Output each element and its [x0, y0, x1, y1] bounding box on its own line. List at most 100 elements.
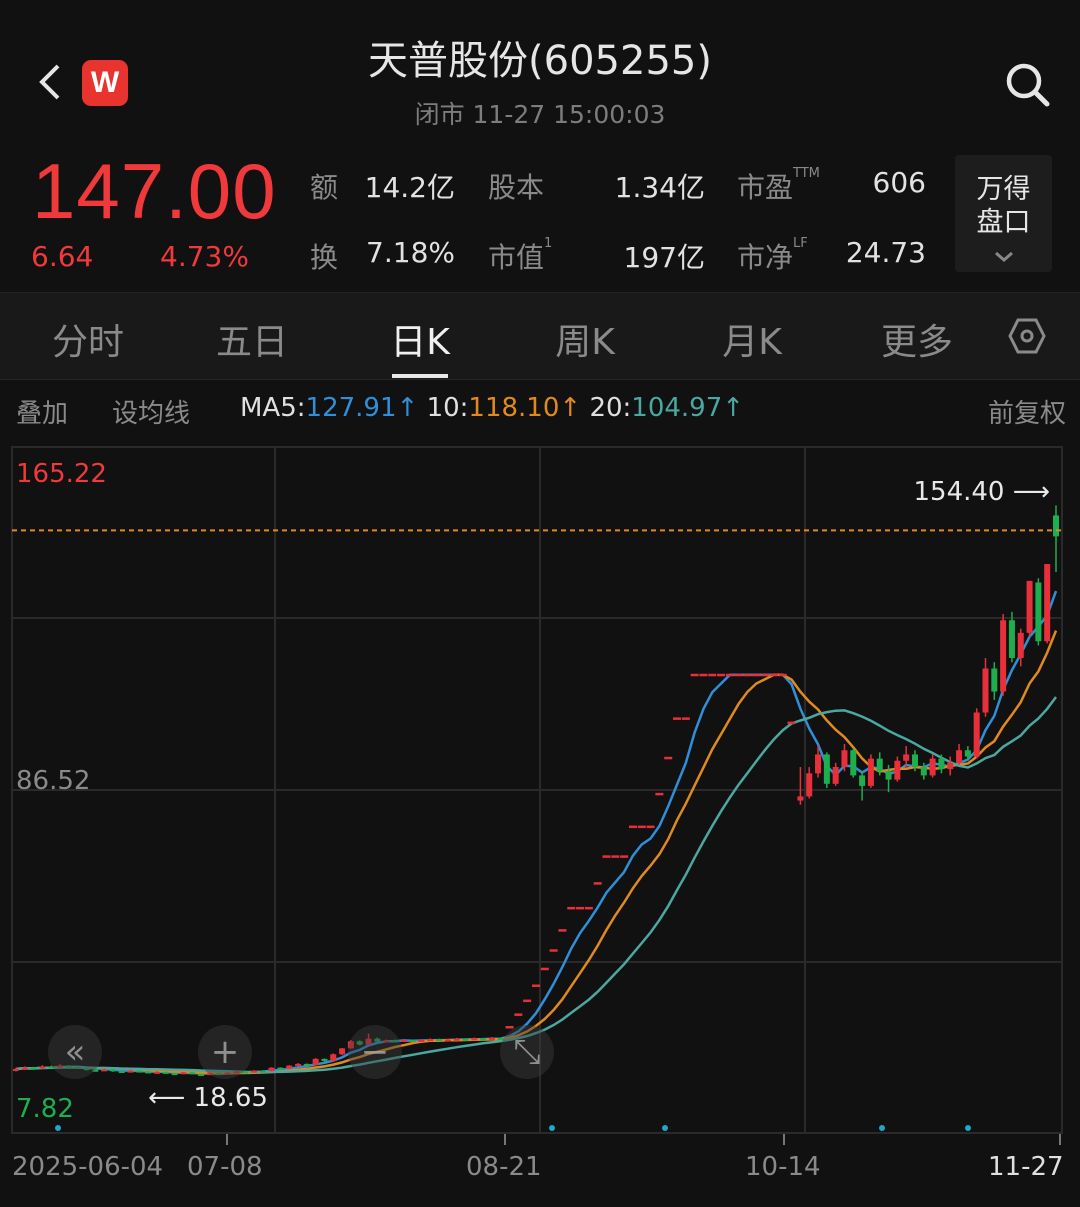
stat-label-sup: LF — [793, 236, 808, 251]
tab-five-day[interactable]: 五日 — [215, 322, 289, 363]
zoom-in-button[interactable]: + — [198, 1025, 252, 1079]
fullscreen-button[interactable]: ⤡ — [500, 1025, 554, 1079]
candle-body — [48, 1066, 55, 1069]
candle-body — [74, 1066, 81, 1069]
tab-intraday[interactable]: 分时 — [51, 322, 125, 363]
candle-body — [453, 1038, 460, 1041]
candle-body — [797, 796, 804, 801]
candle-body — [171, 1073, 178, 1076]
candle-body — [514, 1013, 523, 1016]
chart-controls: « + − ⤡ — [48, 1025, 554, 1079]
stat-label-text: 股本 — [488, 171, 545, 204]
candle-body — [383, 1040, 390, 1043]
candle-body — [497, 1037, 504, 1040]
adjust-mode-button[interactable]: 前复权 — [988, 399, 1067, 429]
search-icon[interactable] — [1003, 60, 1051, 108]
set-ma-button[interactable]: 设均线 — [112, 399, 191, 429]
candle-body — [206, 1073, 213, 1076]
candle-body — [752, 673, 761, 677]
ma20-line — [15, 696, 1058, 1074]
candle-body — [806, 773, 813, 797]
candle-body — [832, 767, 839, 784]
candle-body — [427, 1039, 434, 1042]
candle-body — [628, 825, 637, 829]
stat-value: 606 — [872, 166, 926, 199]
candle-body — [233, 1071, 240, 1074]
scroll-left-icon: « — [65, 1032, 86, 1072]
event-marker — [549, 1125, 555, 1131]
candle-body — [973, 712, 980, 757]
ma5-value: 127.91↑ — [305, 393, 419, 423]
candle-body — [409, 1039, 416, 1042]
y-max-label: 165.22 — [16, 459, 107, 489]
candle-body — [480, 1038, 487, 1041]
stat-label: 市值1 — [488, 236, 552, 276]
current-price: 147.00 — [32, 147, 277, 235]
stat-value: 1.34亿 — [614, 171, 705, 204]
stat-label: 市盈TTM — [737, 166, 820, 206]
candle-body — [593, 882, 602, 885]
candle-body — [778, 673, 787, 677]
candle-body — [699, 673, 708, 677]
candle-body — [867, 758, 874, 786]
settings-icon[interactable] — [1008, 317, 1046, 355]
candle-body — [523, 999, 532, 1003]
candle-body — [540, 967, 549, 971]
candle-body — [690, 673, 699, 677]
candle-body — [911, 754, 918, 768]
candle-body — [365, 1038, 372, 1045]
candle-body — [611, 855, 620, 858]
zoom-out-button[interactable]: − — [348, 1025, 402, 1079]
candle-body — [339, 1048, 346, 1055]
tab-monthly-k[interactable]: 月K — [722, 322, 782, 363]
candle-body — [436, 1039, 443, 1042]
tab-more[interactable]: 更多 — [880, 322, 954, 363]
candle-body — [321, 1058, 328, 1061]
stat-value: 14.2亿 — [364, 171, 455, 204]
candle-body — [154, 1071, 161, 1074]
candle-body — [708, 673, 717, 677]
candle-body — [991, 668, 998, 692]
candle-body — [268, 1067, 275, 1072]
wind-orderbook-button[interactable]: 万得 盘口 — [955, 155, 1052, 272]
wind-logo: W — [82, 60, 128, 106]
candle-body — [250, 1070, 257, 1073]
candle-body — [549, 949, 558, 952]
candle-body — [215, 1073, 222, 1076]
tab-daily-k[interactable]: 日K — [390, 322, 450, 363]
candle-body — [725, 673, 734, 677]
candle-body — [558, 929, 567, 932]
y-min-label: 7.82 — [16, 1094, 74, 1124]
candle-body — [118, 1071, 125, 1074]
candle-body — [444, 1039, 451, 1042]
scroll-left-button[interactable]: « — [48, 1025, 102, 1079]
candle-body — [681, 717, 690, 720]
wind-button-line2: 盘口 — [976, 207, 1031, 238]
stat-label: 股本 — [488, 166, 544, 206]
price-change-pct: 4.73% — [160, 240, 249, 273]
candle-body — [850, 750, 857, 776]
candle-body — [277, 1067, 284, 1070]
candle-body — [787, 721, 796, 725]
chart-labels: 165.22 86.52 7.82 154.40 ⟶ ⟵ 18.65 — [12, 459, 1062, 1124]
wind-button-line1: 万得 — [976, 174, 1031, 205]
zoom-out-icon: − — [361, 1032, 390, 1072]
candle-body — [303, 1063, 310, 1066]
candle-body — [330, 1054, 337, 1061]
candle-body — [982, 668, 989, 713]
candle-body — [637, 825, 646, 829]
tab-weekly-k[interactable]: 周K — [555, 322, 615, 363]
candle-body — [101, 1069, 108, 1072]
candle-body — [947, 762, 954, 770]
candle-body — [30, 1067, 37, 1070]
active-tab-indicator — [392, 374, 448, 378]
overlay-button[interactable]: 叠加 — [16, 399, 69, 429]
page-title: 天普股份(605255) — [368, 38, 712, 84]
event-marker — [55, 1125, 61, 1131]
back-icon[interactable] — [34, 62, 66, 102]
candle-body — [136, 1070, 143, 1073]
stat-label-sup: TTM — [793, 166, 820, 181]
candle-body — [823, 754, 830, 784]
ma20-value: 104.97↑ — [631, 393, 745, 423]
